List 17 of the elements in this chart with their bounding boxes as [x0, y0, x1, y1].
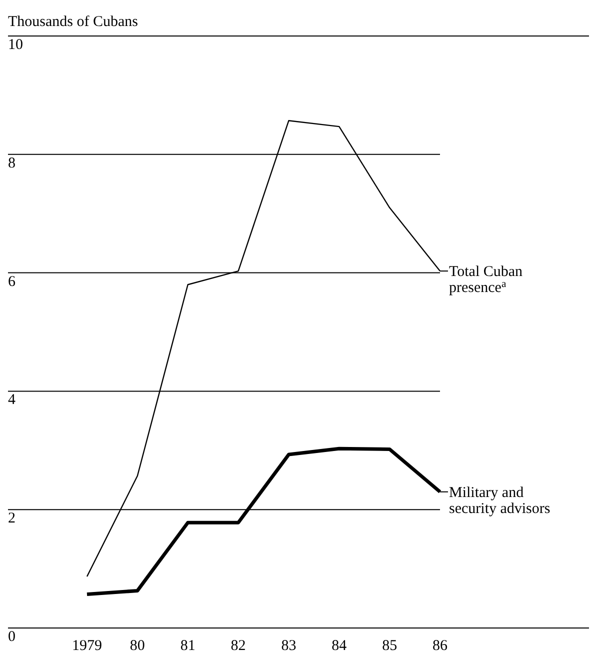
y-tick-label: 6 [8, 274, 16, 290]
y-axis-title: Thousands of Cubans [8, 14, 138, 30]
x-tick-label: 1979 [72, 638, 102, 654]
legend-label: Military and security advisors [449, 484, 550, 517]
y-tick-label: 4 [8, 392, 16, 408]
x-tick-label: 83 [281, 638, 296, 654]
x-tick-label: 80 [130, 638, 145, 654]
x-tick-label: 84 [332, 638, 348, 654]
y-tick-label: 8 [8, 155, 16, 172]
x-tick-label: 81 [180, 638, 196, 654]
y-tick-label: 2 [8, 510, 16, 527]
x-tick-label: 82 [230, 638, 246, 654]
x-tick-label: 85 [382, 638, 398, 654]
y-tick-label: 0 [8, 629, 16, 645]
x-tick-label: 86 [432, 638, 448, 654]
y-tick-label: 10 [8, 37, 23, 53]
legend-label: Total Cuban presence$^{a}$ [449, 264, 524, 296]
